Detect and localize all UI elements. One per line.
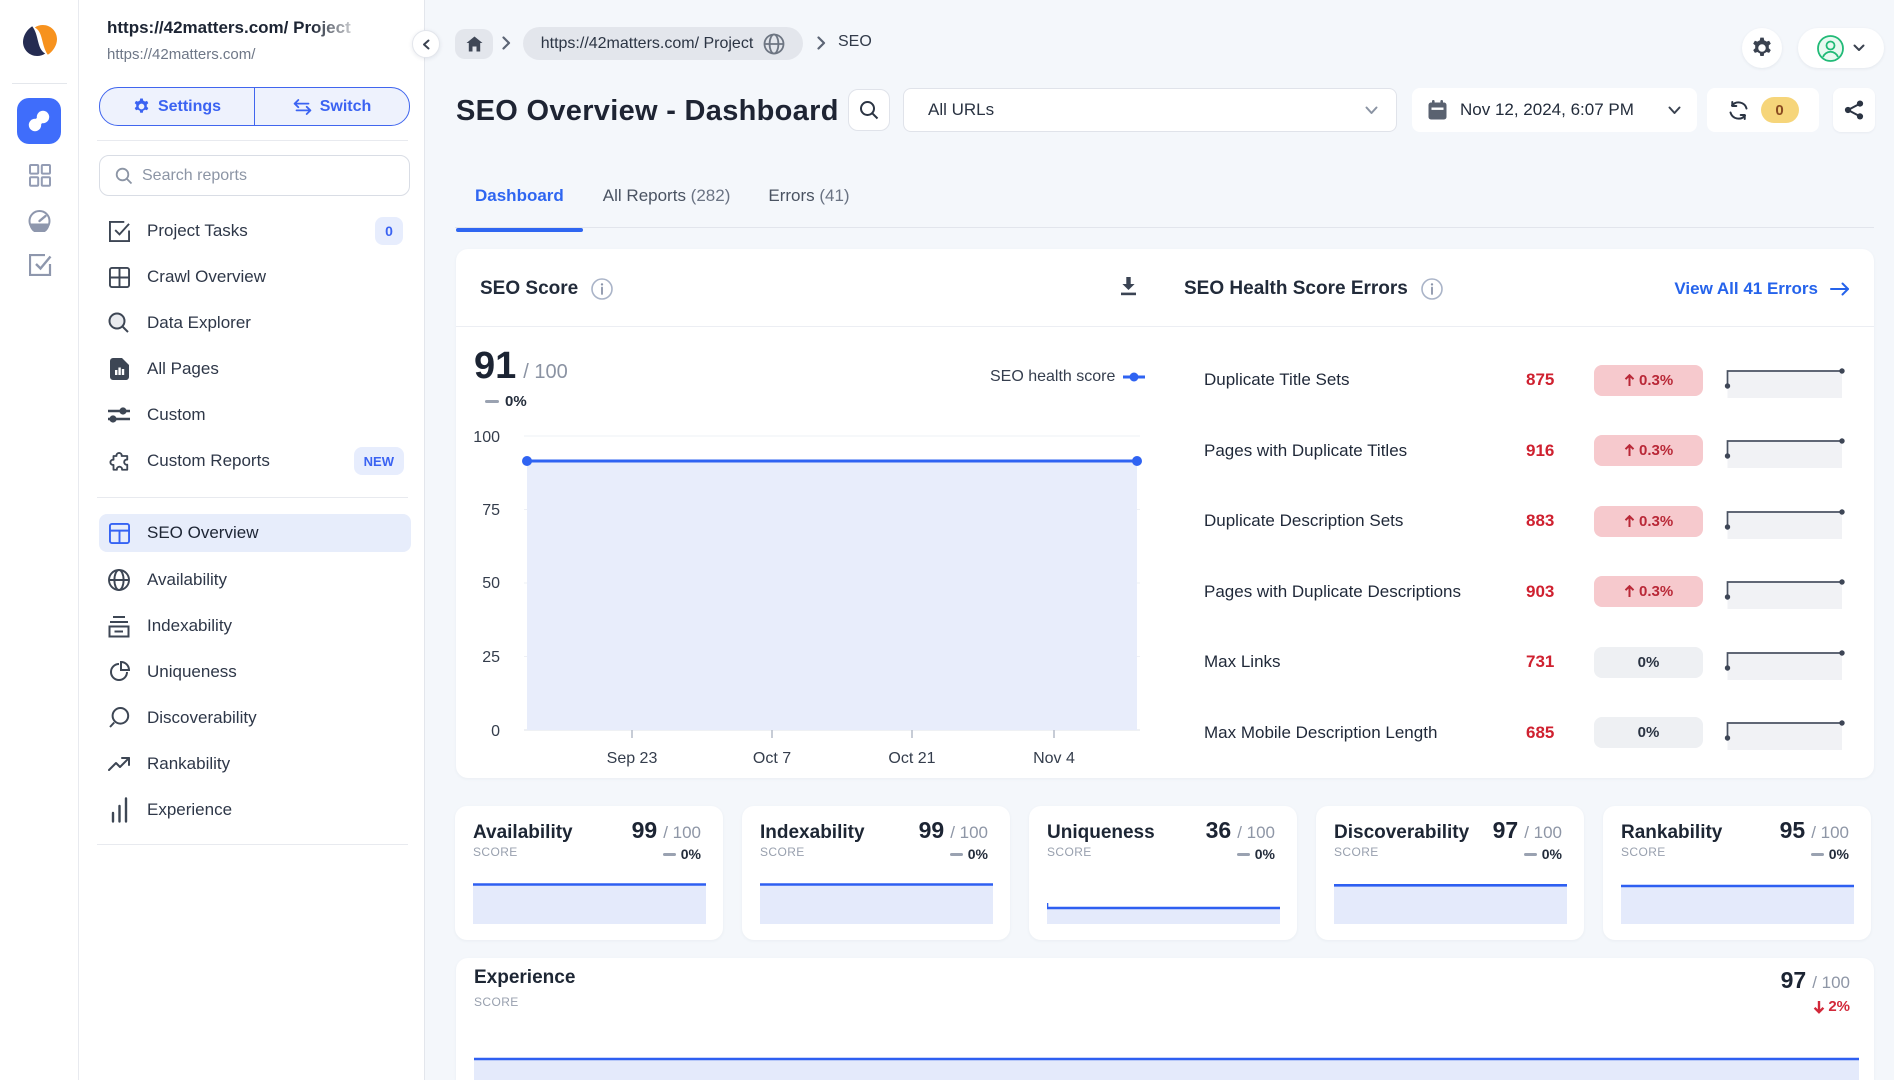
svg-text:Oct 21: Oct 21	[888, 750, 935, 767]
svg-text:Oct 7: Oct 7	[753, 750, 791, 767]
svg-text:100: 100	[473, 429, 500, 446]
svg-text:50: 50	[482, 575, 500, 592]
svg-text:Nov 4: Nov 4	[1033, 750, 1075, 767]
svg-text:75: 75	[482, 502, 500, 519]
svg-text:Sep 23: Sep 23	[607, 750, 658, 767]
svg-text:0: 0	[491, 723, 500, 740]
svg-text:25: 25	[482, 649, 500, 666]
